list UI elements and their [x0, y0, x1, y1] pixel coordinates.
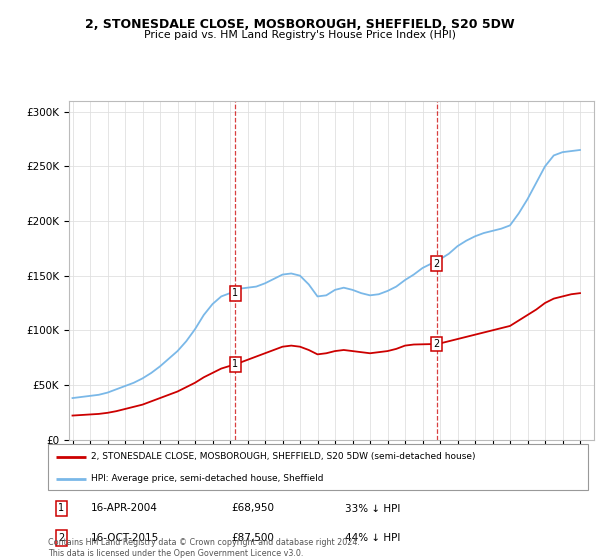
Text: 2: 2	[58, 533, 65, 543]
Text: 16-OCT-2015: 16-OCT-2015	[91, 533, 160, 543]
Text: 1: 1	[58, 503, 65, 514]
Text: 2, STONESDALE CLOSE, MOSBOROUGH, SHEFFIELD, S20 5DW (semi-detached house): 2, STONESDALE CLOSE, MOSBOROUGH, SHEFFIE…	[91, 452, 476, 461]
Text: 44% ↓ HPI: 44% ↓ HPI	[345, 533, 400, 543]
Text: Contains HM Land Registry data © Crown copyright and database right 2024.
This d: Contains HM Land Registry data © Crown c…	[48, 538, 360, 558]
Text: HPI: Average price, semi-detached house, Sheffield: HPI: Average price, semi-detached house,…	[91, 474, 324, 483]
Text: £68,950: £68,950	[232, 503, 275, 514]
Text: 16-APR-2004: 16-APR-2004	[91, 503, 158, 514]
Text: 33% ↓ HPI: 33% ↓ HPI	[345, 503, 400, 514]
Text: 1: 1	[232, 288, 238, 298]
FancyBboxPatch shape	[48, 444, 588, 490]
Text: 2: 2	[433, 339, 440, 349]
Text: 1: 1	[232, 360, 238, 369]
Text: £87,500: £87,500	[232, 533, 274, 543]
Text: Price paid vs. HM Land Registry's House Price Index (HPI): Price paid vs. HM Land Registry's House …	[144, 30, 456, 40]
Text: 2: 2	[433, 259, 440, 269]
Text: 2, STONESDALE CLOSE, MOSBOROUGH, SHEFFIELD, S20 5DW: 2, STONESDALE CLOSE, MOSBOROUGH, SHEFFIE…	[85, 18, 515, 31]
